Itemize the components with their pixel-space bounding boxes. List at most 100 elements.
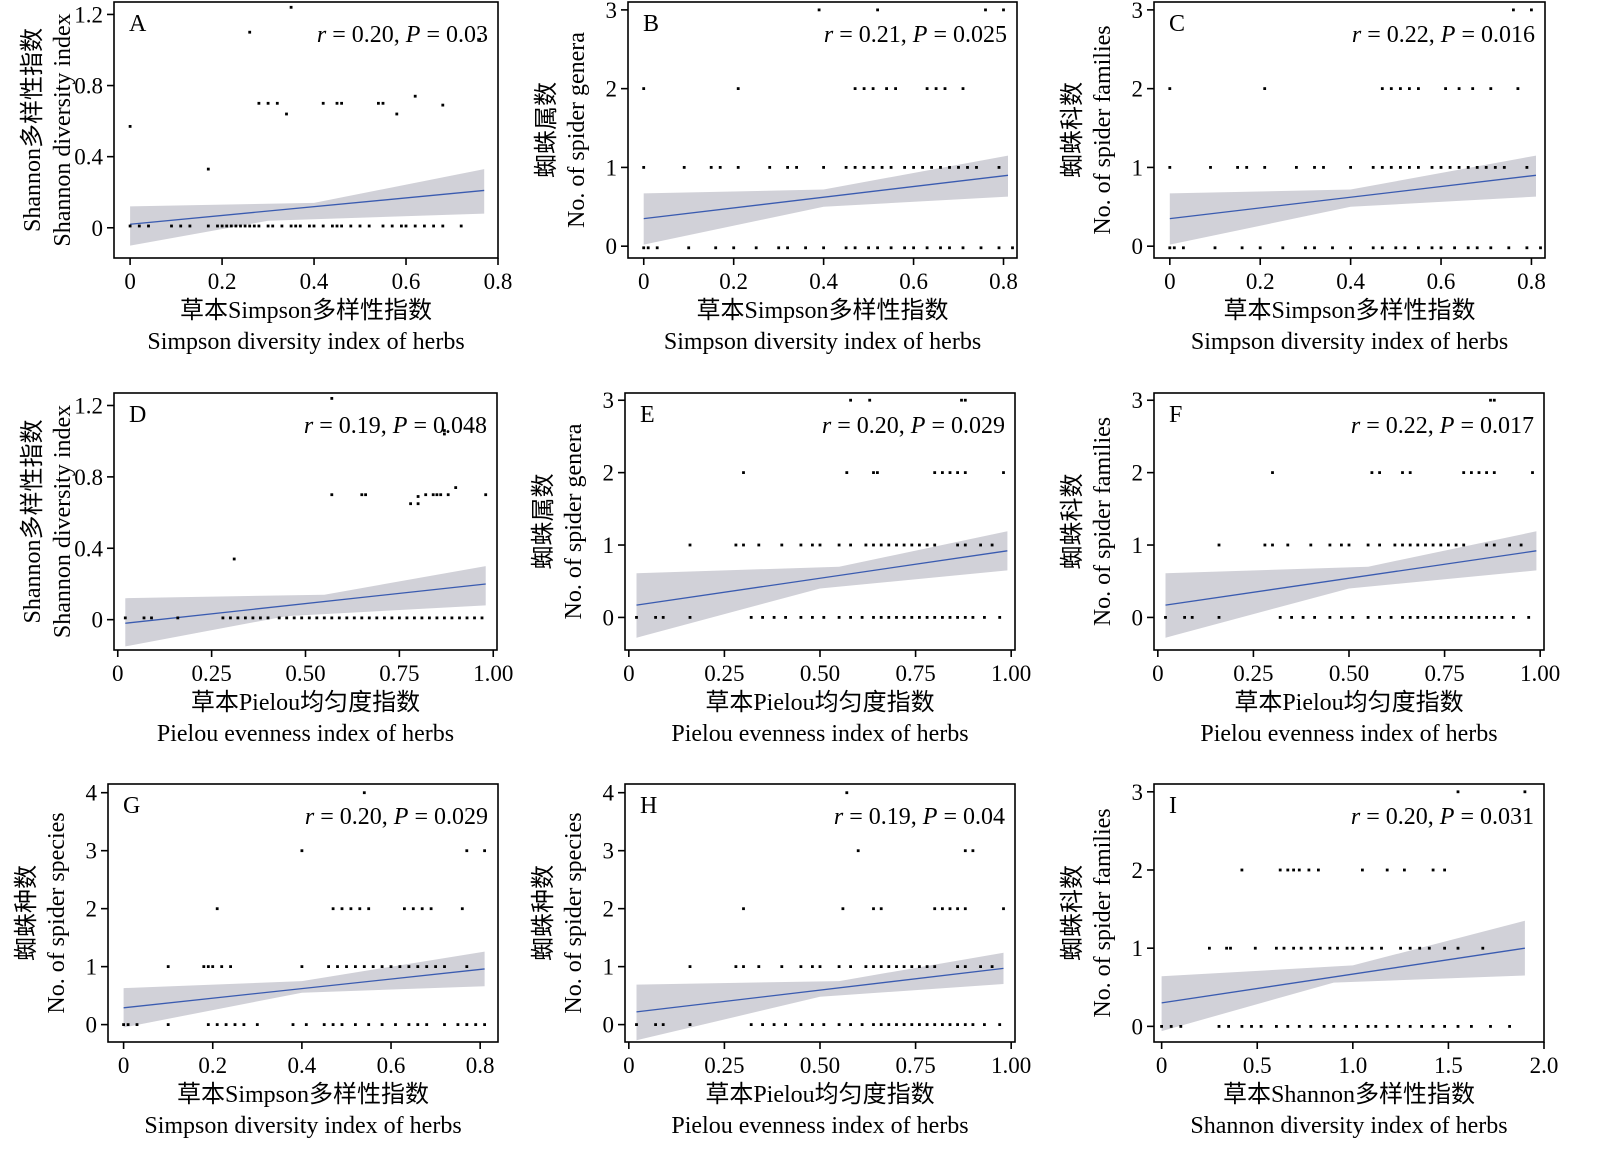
- data-point: [398, 965, 402, 968]
- data-point: [933, 1023, 937, 1026]
- data-point: [688, 965, 692, 968]
- data-point: [300, 616, 304, 620]
- data-point: [844, 166, 848, 169]
- data-point: [933, 543, 937, 547]
- data-point: [170, 224, 173, 228]
- data-point: [1227, 1025, 1230, 1028]
- data-point: [321, 101, 325, 105]
- data-point: [390, 616, 394, 620]
- data-point: [879, 543, 883, 547]
- data-point: [224, 1023, 228, 1026]
- data-point: [1399, 87, 1402, 90]
- data-point: [709, 166, 713, 169]
- confidence-band: [1169, 155, 1536, 245]
- y-tick-label: 1: [86, 955, 98, 980]
- data-point: [780, 965, 784, 968]
- data-point: [1489, 1025, 1492, 1028]
- data-point: [1389, 616, 1393, 619]
- data-point: [484, 493, 488, 497]
- data-point: [176, 616, 180, 620]
- data-point: [1477, 471, 1481, 474]
- data-point: [233, 1023, 237, 1026]
- data-point: [1183, 616, 1186, 619]
- data-point: [215, 1023, 219, 1026]
- data-point: [234, 224, 238, 228]
- data-point: [446, 493, 450, 497]
- data-point: [688, 616, 692, 619]
- x-tick-label: 0.4: [1336, 269, 1365, 294]
- data-point: [330, 616, 334, 620]
- data-point: [128, 125, 132, 128]
- y-tick-label: 0: [603, 605, 615, 630]
- data-point: [1439, 616, 1443, 619]
- y-tick-label: 0: [1132, 605, 1144, 630]
- data-point: [998, 616, 1002, 619]
- data-point: [867, 246, 870, 250]
- x-axis-label-cn: 草本Pielou均匀度指数: [1234, 689, 1463, 716]
- stat-annotation: r = 0.19, P = 0.048: [304, 413, 487, 439]
- data-point: [941, 616, 944, 619]
- regression-line: [636, 550, 1008, 606]
- data-point: [736, 87, 740, 90]
- data-point: [1164, 616, 1167, 619]
- data-point: [1516, 87, 1520, 90]
- data-point: [307, 616, 311, 620]
- data-point: [126, 1023, 130, 1026]
- data-point: [381, 224, 385, 228]
- x-axis-label-cn: 草本Pielou均匀度指数: [705, 689, 934, 716]
- data-point: [979, 543, 982, 547]
- data-point: [799, 543, 803, 547]
- data-point: [732, 246, 736, 250]
- data-point: [818, 543, 822, 547]
- data-point: [416, 495, 420, 498]
- data-point: [749, 1023, 753, 1026]
- data-point: [380, 1023, 384, 1026]
- data-point: [413, 616, 416, 620]
- confidence-band: [1165, 531, 1537, 638]
- data-point: [431, 493, 435, 497]
- data-point: [635, 1023, 638, 1026]
- data-point: [1424, 543, 1427, 547]
- data-point: [206, 224, 210, 228]
- x-tick-label: 0: [118, 1053, 130, 1078]
- panel-letter: B: [643, 11, 659, 37]
- data-point: [432, 224, 435, 228]
- data-point: [1418, 946, 1422, 950]
- data-point: [688, 1023, 692, 1026]
- data-point: [443, 965, 446, 968]
- data-point: [941, 907, 944, 911]
- y-tick-label: 0: [1132, 1014, 1144, 1039]
- panel-b: 0 0.2 0.4 0.6 0.8 0 1 2 3 B r = 0.21, P = 0.025 草本S…: [533, 0, 1018, 355]
- data-point: [312, 224, 316, 228]
- data-point: [1417, 87, 1420, 90]
- data-point: [871, 166, 875, 169]
- data-point: [1259, 1025, 1263, 1028]
- data-point: [220, 224, 224, 228]
- y-tick-label: 3: [1132, 780, 1144, 805]
- x-tick-label: 0: [638, 269, 650, 294]
- data-point: [202, 965, 206, 968]
- data-point: [948, 166, 951, 169]
- data-point: [910, 616, 914, 619]
- data-point: [1394, 246, 1398, 250]
- data-point: [1481, 946, 1485, 950]
- data-point: [895, 1023, 898, 1026]
- data-point: [1301, 616, 1305, 619]
- x-tick-label: 0: [124, 269, 136, 294]
- data-point: [1512, 8, 1515, 12]
- y-tick-label: 2: [1132, 858, 1144, 883]
- x-axis-label-en: Pielou evenness index of herbs: [1200, 721, 1497, 747]
- data-point: [1304, 246, 1307, 250]
- data-point: [1292, 868, 1295, 872]
- data-point: [948, 471, 952, 474]
- data-point: [714, 246, 718, 250]
- data-point: [128, 224, 132, 228]
- data-point: [1208, 946, 1211, 950]
- data-point: [818, 965, 822, 968]
- data-point: [1245, 166, 1249, 169]
- data-point: [872, 471, 875, 474]
- data-point: [1519, 543, 1523, 547]
- data-point: [360, 616, 364, 620]
